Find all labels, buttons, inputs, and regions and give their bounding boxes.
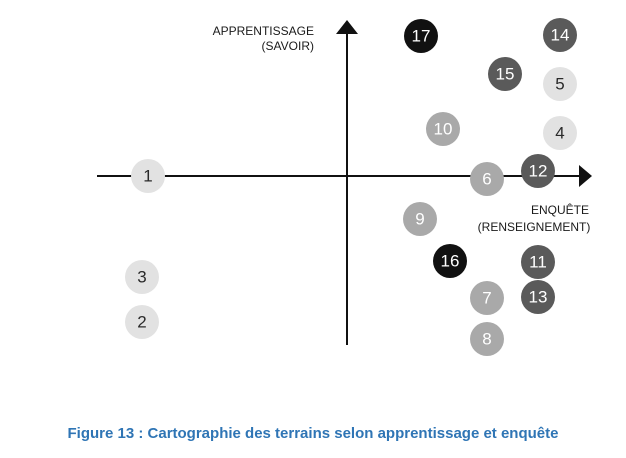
terrain-node-17: 17 [404, 19, 438, 53]
terrain-node-label: 6 [482, 170, 491, 189]
terrain-node-10: 10 [426, 112, 460, 146]
terrain-node-circle [543, 18, 577, 52]
terrain-node-circle [521, 280, 555, 314]
positioning-diagram: APPRENTISSAGE (SAVOIR) ENQUÊTE (RENSEIGN… [97, 18, 592, 356]
vertical-axis-label-line2: (SAVOIR) [262, 39, 314, 53]
vertical-axis-arrow-icon [336, 20, 358, 34]
terrain-node-label: 12 [529, 162, 548, 181]
terrain-node-circle [543, 116, 577, 150]
terrain-node-1: 1 [131, 159, 165, 193]
terrain-node-circle [521, 245, 555, 279]
terrain-node-label: 11 [529, 253, 547, 272]
horizontal-axis-arrow-icon [579, 165, 592, 187]
terrain-node-circle [470, 322, 504, 356]
terrain-node-circle [125, 260, 159, 294]
terrain-node-circle [470, 281, 504, 315]
terrain-node-11: 11 [521, 245, 555, 279]
terrain-node-label: 8 [482, 330, 491, 349]
terrain-node-15: 15 [488, 57, 522, 91]
terrain-node-16: 16 [433, 244, 467, 278]
terrain-node-label: 7 [482, 289, 491, 308]
terrain-node-label: 9 [415, 210, 424, 229]
terrain-node-label: 14 [551, 26, 570, 45]
terrain-node-label: 4 [555, 124, 564, 143]
terrain-node-label: 13 [529, 288, 548, 307]
terrain-node-circle [125, 305, 159, 339]
terrain-node-13: 13 [521, 280, 555, 314]
terrain-node-14: 14 [543, 18, 577, 52]
terrain-node-5: 5 [543, 67, 577, 101]
terrain-node-circle [543, 67, 577, 101]
figure-caption: Figure 13 : Cartographie des terrains se… [67, 425, 559, 442]
terrain-node-12: 12 [521, 154, 555, 188]
terrain-node-circle [131, 159, 165, 193]
terrain-node-circle [403, 202, 437, 236]
terrain-node-label: 16 [441, 252, 460, 271]
terrain-node-label: 3 [137, 268, 146, 287]
terrain-node-circle [488, 57, 522, 91]
vertical-axis-label-line1: APPRENTISSAGE [213, 24, 314, 38]
terrain-node-circle [426, 112, 460, 146]
terrain-node-label: 10 [434, 120, 453, 139]
terrain-node-label: 1 [143, 167, 152, 186]
terrain-node-label: 15 [496, 65, 515, 84]
terrain-node-7: 7 [470, 281, 504, 315]
terrain-node-circle [433, 244, 467, 278]
terrain-node-6: 6 [470, 162, 504, 196]
terrain-node-circle [470, 162, 504, 196]
terrain-node-3: 3 [125, 260, 159, 294]
terrain-node-label: 17 [412, 27, 431, 46]
terrain-node-8: 8 [470, 322, 504, 356]
horizontal-axis-label-line1: ENQUÊTE [531, 202, 589, 217]
terrain-node-2: 2 [125, 305, 159, 339]
horizontal-axis-label-line2: (RENSEIGNEMENT) [478, 220, 591, 234]
terrain-node-circle [521, 154, 555, 188]
terrain-node-circle [404, 19, 438, 53]
terrain-node-label: 5 [555, 75, 564, 94]
terrain-node-4: 4 [543, 116, 577, 150]
terrain-node-9: 9 [403, 202, 437, 236]
terrain-node-label: 2 [137, 313, 146, 332]
